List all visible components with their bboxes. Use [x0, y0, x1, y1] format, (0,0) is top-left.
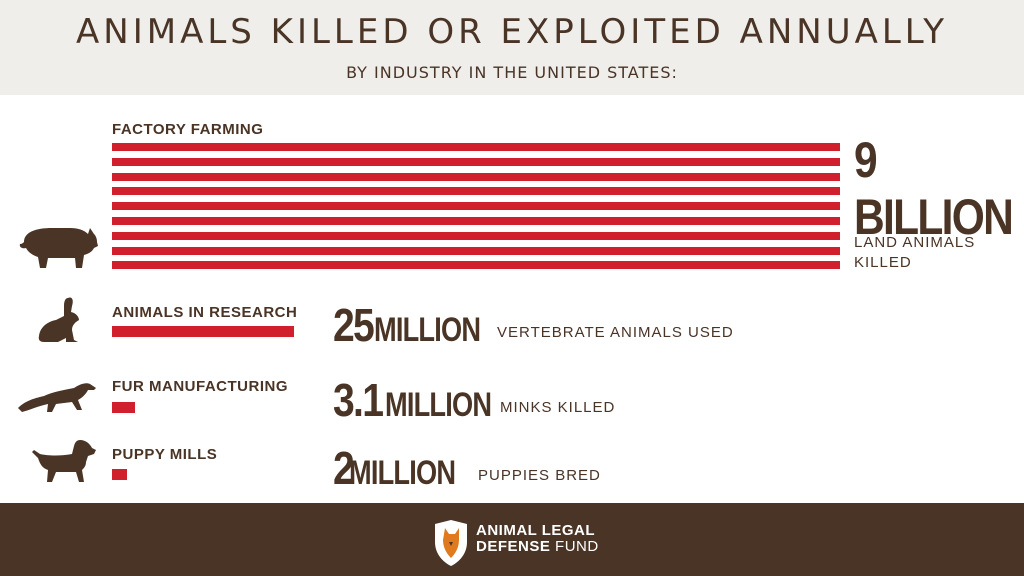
dog-icon — [28, 438, 98, 484]
category-label-puppy-mills: PUPPY MILLS — [112, 446, 218, 463]
value-unit: MILLION — [374, 311, 481, 349]
value-description-puppy-mills: PUPPIES BRED — [478, 467, 601, 484]
bar-factory-farming-stripe — [112, 261, 840, 269]
footer-logo-text: ANIMAL LEGAL DEFENSE FUND — [476, 523, 599, 555]
logo-line2-bold: DEFENSE — [476, 538, 551, 555]
value-label-research: 25MILLION — [333, 298, 507, 352]
rabbit-icon — [38, 296, 84, 344]
mink-icon — [16, 378, 98, 414]
value-number: 9 — [854, 132, 878, 188]
bar-factory-farming-stripe — [112, 232, 840, 240]
value-number: 2 — [333, 442, 355, 494]
bar-animals-in-research — [112, 326, 294, 337]
page-subtitle: BY INDUSTRY IN THE UNITED STATES: — [346, 63, 678, 82]
bar-factory-farming-stripe — [112, 217, 840, 225]
bar-factory-farming-stripe — [112, 247, 840, 255]
pig-icon — [18, 222, 98, 270]
bar-factory-farming-stripe — [112, 173, 840, 181]
value-description-research: VERTEBRATE ANIMALS USED — [497, 324, 734, 341]
fox-shield-logo-icon — [433, 520, 469, 566]
bar-factory-farming-stripe — [112, 158, 840, 166]
bar-factory-farming-stripe — [112, 202, 840, 210]
footer-band — [0, 503, 1024, 576]
logo-line1: ANIMAL LEGAL — [476, 522, 596, 539]
value-unit: BILLION — [854, 189, 1014, 245]
bar-factory-farming-stripe — [112, 187, 840, 195]
value-unit: MILLION — [348, 454, 456, 492]
value-number: 3.1 — [333, 374, 384, 426]
value-description-factory-farming: LAND ANIMALS KILLED — [854, 234, 976, 271]
value-label-puppy-mills: 2MILLION — [333, 441, 481, 495]
bar-fur-manufacturing — [112, 402, 135, 413]
bar-puppy-mills — [112, 469, 127, 480]
category-label-fur-manufacturing: FUR MANUFACTURING — [112, 378, 288, 395]
bar-factory-farming-stripe — [112, 143, 840, 151]
value-label-factory-farming: 9 BILLION — [854, 132, 1024, 252]
value-number: 25 — [333, 299, 375, 351]
value-label-fur: 3.1MILLION — [333, 373, 518, 427]
value-unit: MILLION — [384, 386, 492, 424]
logo-line2-regular: FUND — [555, 538, 599, 555]
category-label-factory-farming: FACTORY FARMING — [112, 121, 264, 138]
category-label-animals-in-research: ANIMALS IN RESEARCH — [112, 304, 298, 321]
header-band — [0, 0, 1024, 95]
page-title: ANIMALS KILLED OR EXPLOITED ANNUALLY — [76, 12, 948, 52]
value-description-fur: MINKS KILLED — [500, 399, 616, 416]
